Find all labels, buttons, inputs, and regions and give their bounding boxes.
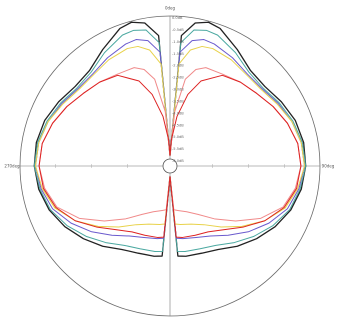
radial-tick-label: -5.5dB bbox=[172, 147, 184, 151]
angle-label: 0deg bbox=[165, 6, 176, 11]
radial-tick-label: -2.0dB bbox=[172, 64, 184, 68]
series-lines bbox=[33, 21, 307, 257]
inner-circle bbox=[162, 158, 178, 174]
radial-tick-label: -4.5dB bbox=[172, 123, 184, 127]
radial-tick-label: -4.0dB bbox=[172, 111, 184, 115]
radial-tick-label: -2.5dB bbox=[172, 76, 184, 80]
series-line-6 bbox=[38, 74, 302, 238]
angle-label: 270deg bbox=[4, 164, 20, 169]
angle-label: 90deg bbox=[322, 164, 335, 169]
radial-tick-label: -0.5dB bbox=[172, 28, 184, 32]
radial-tick-label: -1.5dB bbox=[172, 52, 184, 56]
radial-tick-label: -3.5dB bbox=[172, 99, 184, 103]
radial-tick-label: -3.0dB bbox=[172, 88, 184, 92]
radial-tick-label: -5.0dB bbox=[172, 135, 184, 139]
radial-tick-label: -6.0dB bbox=[172, 159, 184, 163]
polar-grid bbox=[19, 15, 321, 317]
radial-tick-label: -1.0dB bbox=[172, 40, 184, 44]
chart-labels: 0deg90deg180deg270deg0.0dB-0.5dB-1.0dB-1… bbox=[4, 6, 334, 322]
radial-tick-label: 0.0dB bbox=[172, 16, 183, 20]
